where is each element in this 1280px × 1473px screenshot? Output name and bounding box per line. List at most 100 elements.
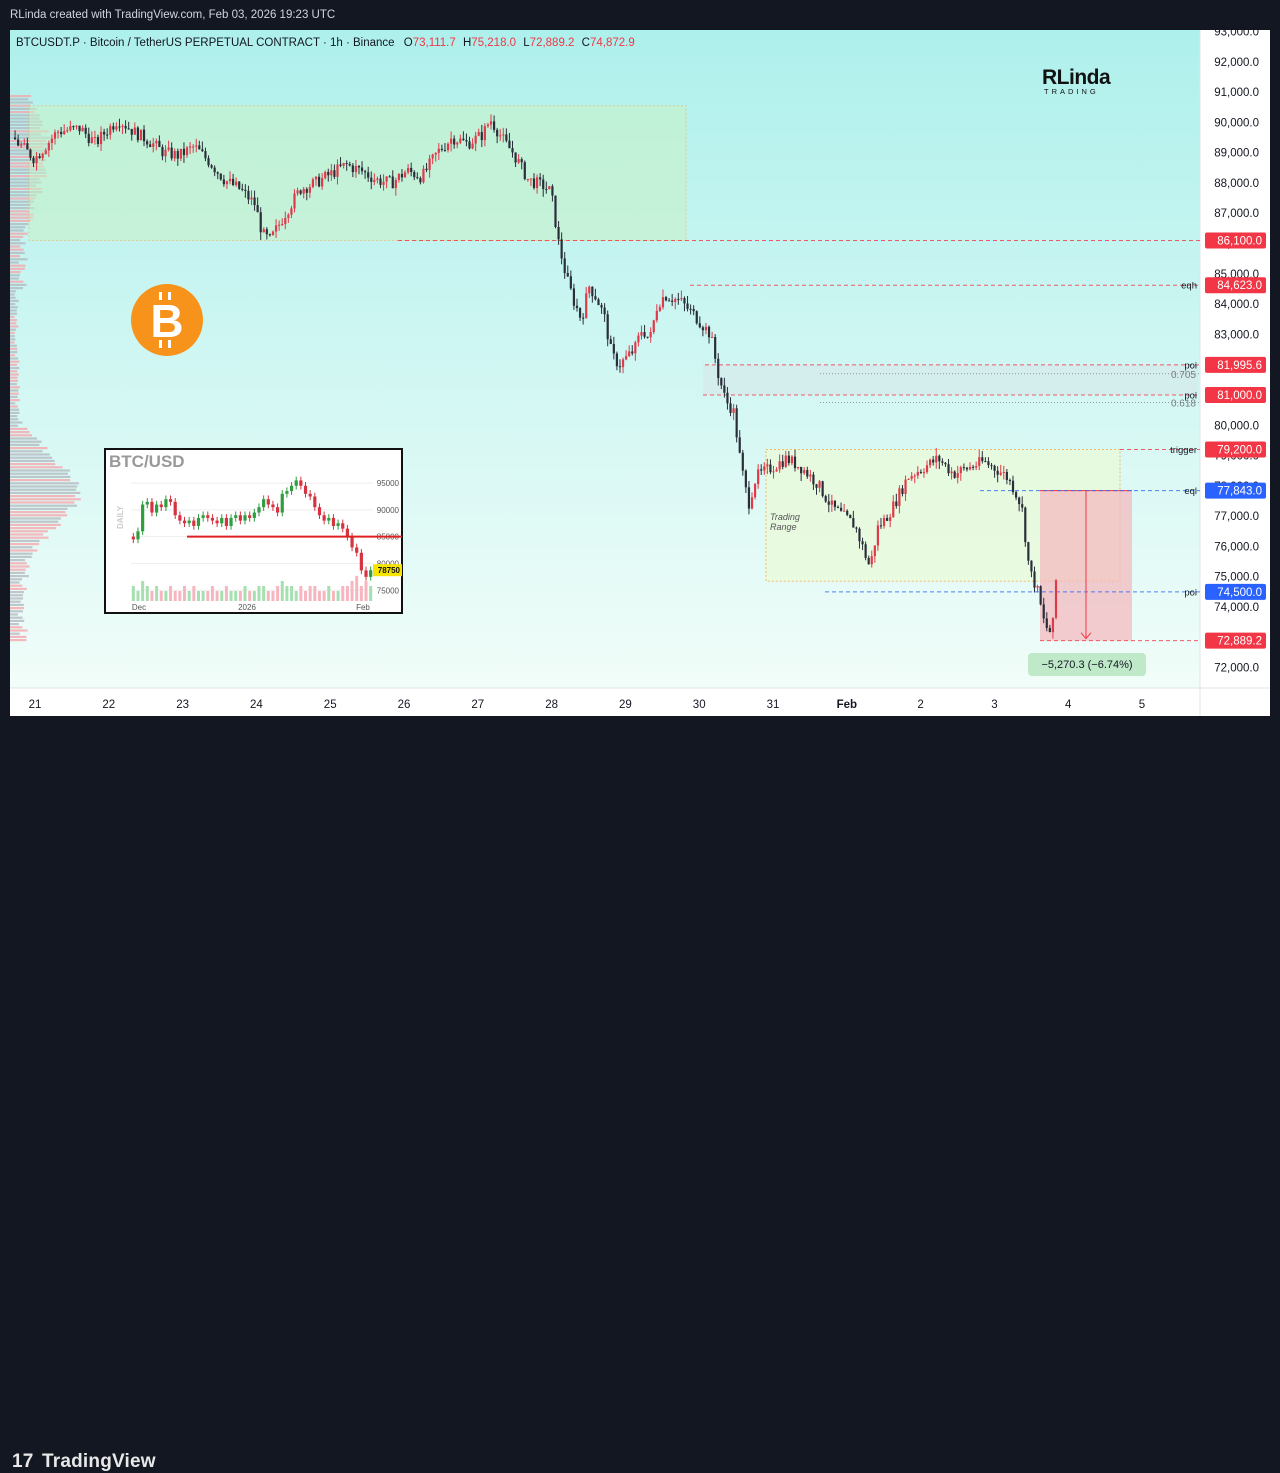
inset-volume-bar (201, 591, 205, 601)
price-tick-label: 80,000.0 (1214, 420, 1259, 432)
inset-candle-body (369, 570, 373, 577)
candle-body (106, 134, 109, 136)
candle-body (376, 178, 379, 180)
volume-profile-bar (10, 459, 55, 462)
candle-body (425, 168, 428, 170)
volume-profile-bar (10, 114, 40, 117)
candle-body (339, 164, 342, 166)
candle-body (947, 464, 950, 474)
candle-body (499, 135, 502, 137)
candle-body (146, 141, 149, 145)
brand-name: TradingView (42, 1451, 156, 1472)
volume-profile-bar (10, 485, 78, 488)
inset-price-tick: 80000 (377, 559, 400, 568)
inset-volume-bar (299, 586, 303, 601)
candle-body (60, 131, 63, 135)
candle-body (216, 172, 219, 174)
inset-candle-body (145, 501, 149, 505)
candle-body (965, 467, 969, 470)
candle-body (542, 179, 545, 190)
candle-body (41, 153, 44, 159)
volume-profile-bar (10, 229, 24, 232)
volume-profile-bar (10, 507, 68, 510)
volume-profile-bar (10, 539, 40, 542)
price-label-box (1205, 232, 1266, 249)
volume-profile-bar (10, 402, 16, 405)
volume-profile-bar (10, 312, 18, 315)
inset-volume-bar (178, 591, 182, 601)
candle-body (345, 163, 348, 165)
candle-body (90, 137, 93, 143)
candle-body (78, 125, 81, 132)
candle-body (628, 351, 631, 356)
candle-body (256, 205, 259, 213)
candle-body (643, 332, 646, 337)
inset-candle-body (266, 499, 270, 505)
candle-body (815, 484, 818, 488)
volume-profile-bar (10, 453, 50, 456)
inset-volume-bar (276, 586, 280, 601)
inset-volume-bar (359, 586, 363, 601)
volume-profile-bar (10, 443, 40, 446)
volume-profile-bar (10, 376, 18, 379)
inset-volume-bar (280, 581, 284, 601)
candle-body (511, 148, 514, 153)
price-label-text: 72,889.2 (1217, 636, 1262, 648)
inset-volume-bar (224, 586, 228, 601)
candle-body (671, 300, 674, 302)
volume-profile-bar (10, 530, 48, 533)
volume-profile-bar (10, 235, 24, 238)
measure-arrow-head (1080, 632, 1092, 640)
inset-candle-body (220, 517, 224, 524)
inset-candle-body (201, 515, 205, 518)
high-label: H (463, 37, 471, 49)
time-axis[interactable]: 21 22 23 24 25 26 27 28 29 30 31 Feb 2 3 4 5 (29, 699, 1146, 711)
candle-body (379, 178, 382, 185)
inset-time-tick: 2026 (238, 603, 256, 612)
candle-body (348, 164, 351, 166)
time-tick-label: 25 (324, 699, 337, 711)
candle-body (830, 500, 833, 505)
volume-profile-bar (10, 290, 16, 293)
volume-profile-bar (10, 565, 30, 568)
candle-body (803, 470, 806, 474)
candle-body (342, 163, 345, 166)
price-tick-label: 76,000.0 (1214, 541, 1259, 553)
candle-body (517, 159, 520, 163)
inset-candle-body (234, 515, 238, 518)
volume-profile-bar (10, 392, 19, 395)
candle-body (321, 178, 324, 187)
candle-body (882, 518, 886, 526)
symbol-legend: BTCUSDT.P · Bitcoin / TetherUS PERPETUAL… (16, 37, 635, 49)
candle-body (471, 143, 474, 149)
candle-body (29, 149, 32, 158)
candle-body (578, 307, 582, 318)
candle-body (680, 298, 683, 300)
tradingview-logo[interactable]: 17 TradingView (12, 1451, 156, 1473)
volume-profile-bar (10, 591, 24, 594)
volume-profile-bar (10, 331, 15, 334)
volume-profile-bar (10, 335, 15, 338)
candle-body (75, 125, 78, 127)
inset-candle-body (350, 536, 354, 548)
candle-body (892, 501, 895, 518)
candle-body (621, 359, 625, 368)
volume-profile-bar (10, 232, 28, 235)
time-tick-label: 2 (917, 699, 923, 711)
volume-profile-bar (10, 610, 23, 613)
candle-body (311, 179, 315, 188)
candle-body (38, 156, 41, 159)
open-label: O (404, 37, 413, 49)
volume-profile-bar (10, 197, 36, 200)
volume-profile-bar (10, 613, 19, 616)
price-label-text: 77,843.0 (1217, 486, 1262, 498)
inset-candle-body (238, 515, 242, 521)
inset-candle-body (308, 493, 312, 497)
inset-title: BTC/USD (109, 452, 185, 471)
candle-body (244, 189, 247, 191)
volume-profile-bar (10, 527, 57, 530)
candle-body (720, 378, 723, 386)
candle-body (839, 507, 843, 511)
volume-profile-bar (10, 415, 18, 418)
